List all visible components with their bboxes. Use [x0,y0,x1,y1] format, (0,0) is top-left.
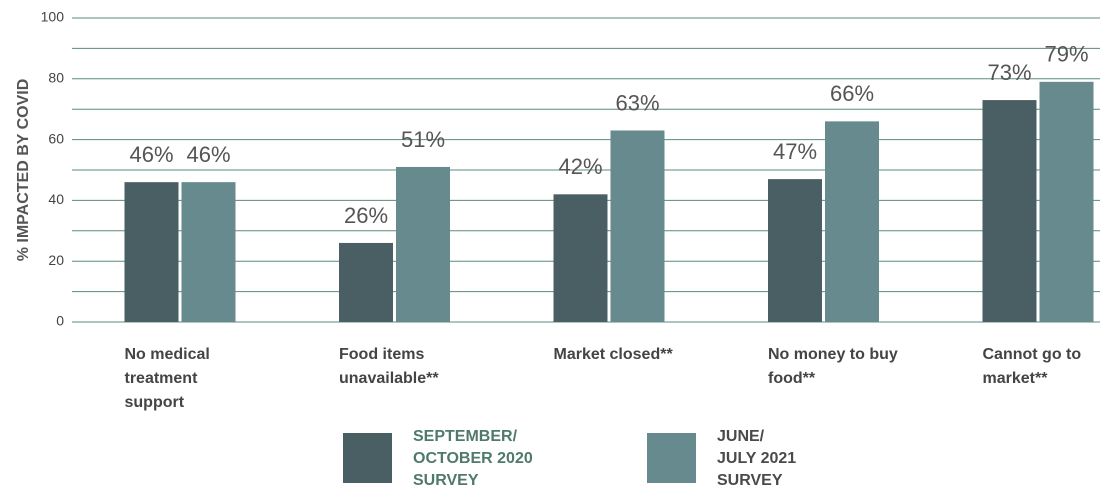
x-tick-label: Market closed** [554,346,674,363]
bar [181,182,236,322]
value-label: 46% [186,142,230,167]
y-tick-label: 0 [56,313,64,329]
bar [768,179,822,322]
y-tick-label: 40 [48,191,64,207]
legend-swatch [343,433,392,483]
y-axis-title: % IMPACTED BY COVID [15,79,32,262]
bar [825,121,879,322]
x-tick-label: No money to buy food** [768,346,898,387]
legend-label: JUNE/JULY 2021 SURVEY [717,428,796,488]
value-label: 46% [129,142,173,167]
legend-swatch [647,433,696,483]
bar [339,242,393,322]
bar [982,100,1037,322]
bar [124,182,179,322]
y-tick-label: 20 [48,252,64,268]
legend-label: SEPTEMBER/OCTOBER 2020 SURVEY [413,428,533,488]
bar [1039,81,1094,322]
bar [610,130,665,322]
y-tick-label: 100 [41,9,65,25]
value-label: 42% [558,154,602,179]
bar [396,166,450,322]
value-label: 51% [401,127,445,152]
value-label: 66% [830,81,874,106]
x-tick-label: Food items unavailable** [339,346,439,387]
y-tick-label: 80 [48,70,64,86]
value-label: 79% [1044,42,1088,67]
x-tick-label: No medical treatment support [125,346,210,411]
value-label: 26% [344,203,388,228]
value-label: 63% [615,90,659,115]
value-label: 47% [773,139,817,164]
bar [553,194,608,322]
value-label: 73% [987,60,1031,85]
y-tick-label: 60 [48,130,64,146]
x-tick-label: Cannot go to market** [983,346,1082,387]
